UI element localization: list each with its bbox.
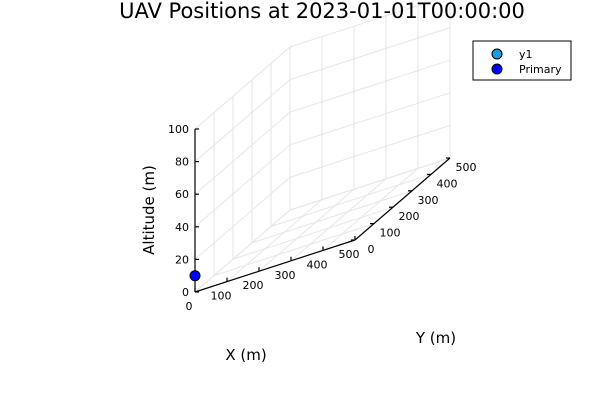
floor-gridline-x: [290, 178, 387, 262]
tick-labels: 0 100 200 300 400 500 0 100 200 300 400 500 0 20 40 60 8…: [168, 123, 477, 313]
z-tick-label: 40: [175, 221, 189, 234]
x-axis-label: X (m): [225, 346, 266, 364]
sidewall-gridline-z: [289, 124, 451, 178]
y-tick-label: 500: [456, 161, 477, 174]
z-tick-label: 100: [168, 123, 189, 136]
backwall-gridline-z: [194, 79, 291, 162]
z-tick-label: 20: [175, 253, 189, 266]
legend-box: [472, 40, 572, 81]
floor-gridline-y: [232, 206, 394, 260]
data-point-primary: [189, 270, 201, 282]
backwall-gridline-z: [194, 177, 291, 260]
legend-label-primary: Primary: [519, 63, 562, 76]
floor-gridline-y: [213, 223, 375, 277]
z-tick-label: 60: [175, 188, 189, 201]
y-axis-label: Y (m): [415, 329, 456, 347]
y-tick-label: 0: [368, 243, 375, 256]
x-tick-label: 500: [339, 248, 360, 261]
chart-title: UAV Positions at 2023-01-01T00:00:00: [119, 0, 525, 23]
backwall-gridline-z: [194, 144, 291, 228]
x-tick-label: 400: [307, 258, 328, 271]
z-tick-label: 0: [182, 286, 189, 299]
x-tick-label: 0: [186, 300, 193, 313]
sidewall-gridline-z: [289, 59, 451, 113]
legend: y1 Primary: [472, 40, 572, 81]
floor-gridline-x: [322, 168, 419, 251]
y-tick-label: 400: [437, 177, 458, 190]
data-points: [189, 270, 201, 282]
sidewall-gridline-z: [289, 0, 437, 48]
backwall-gridline-z: [194, 111, 291, 195]
floor-gridline-y: [251, 190, 413, 244]
sidewall-gridline-z: [289, 157, 451, 211]
y-tick-label: 300: [418, 194, 439, 207]
z-axis-label: Altitude (m): [140, 165, 158, 255]
floor-gridline-x: [258, 188, 355, 272]
axes: [194, 128, 451, 293]
y-tick-label: 200: [399, 210, 420, 223]
floor-gridline-y: [270, 173, 432, 227]
floor-gridline-x: [226, 199, 323, 282]
y-axis-line: [354, 157, 451, 241]
backwall-gridline-z: [194, 46, 291, 130]
x-tick-label: 200: [243, 279, 264, 292]
x-tick-label: 300: [275, 269, 296, 282]
legend-marker-y1: [491, 48, 503, 60]
legend-marker-primary: [491, 63, 503, 75]
y-tick-label: 100: [380, 227, 401, 240]
backwall-gridline-z: [194, 209, 291, 293]
z-tick-label: 80: [175, 156, 189, 169]
sidewall-gridline-z: [289, 92, 451, 146]
x-tick-label: 100: [211, 290, 232, 303]
x-axis-line: [194, 239, 356, 293]
sidewall-gridline-z: [289, 27, 451, 81]
legend-label-y1: y1: [519, 48, 533, 61]
